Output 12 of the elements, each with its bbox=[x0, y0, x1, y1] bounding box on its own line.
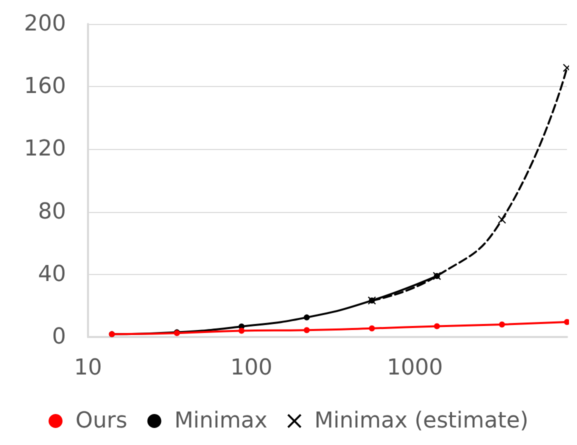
y-tick-label: 80 bbox=[38, 199, 66, 224]
x-tick-label: 100 bbox=[230, 356, 272, 380]
legend-label: Minimax bbox=[174, 408, 268, 434]
y-tick-label: 200 bbox=[24, 12, 66, 36]
legend-label: Ours bbox=[76, 408, 128, 434]
y-tick-label: 40 bbox=[38, 262, 66, 287]
y-tick-label: 0 bbox=[52, 324, 66, 350]
x-tick-label: 10 bbox=[74, 356, 102, 380]
y-tick-label: 160 bbox=[24, 74, 66, 100]
legend-label: Minimax (estimate) bbox=[314, 408, 528, 434]
x-tick-label: 1000 bbox=[386, 356, 443, 380]
y-tick-label: 120 bbox=[24, 136, 66, 162]
